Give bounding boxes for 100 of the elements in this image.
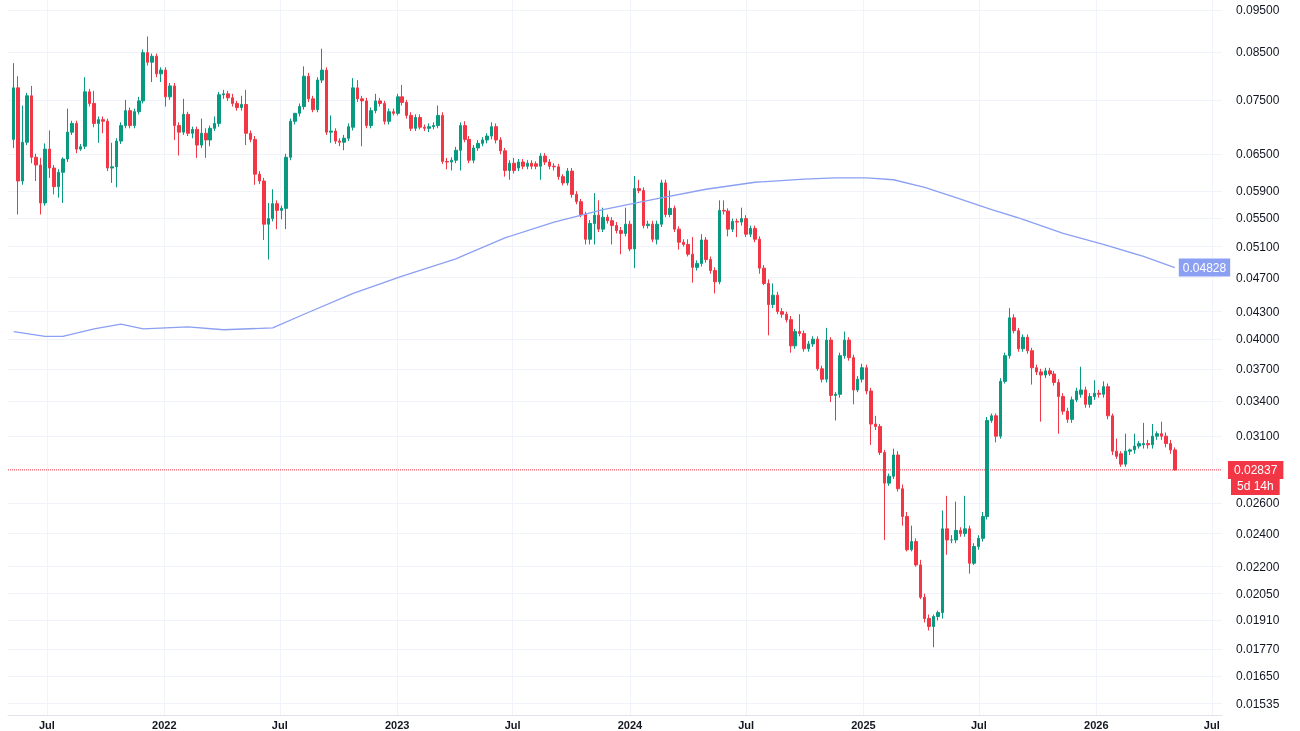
- candlestick: [150, 53, 154, 83]
- x-tick-label: 2022: [152, 718, 177, 731]
- candlestick: [1146, 439, 1150, 450]
- x-tick-label: Jul: [970, 718, 987, 731]
- candlestick: [566, 167, 569, 186]
- y-tick-label: 0.01910: [1236, 613, 1280, 628]
- y-tick-label: 0.01650: [1236, 669, 1280, 684]
- x-tick-label: Jul: [271, 718, 288, 731]
- text: 5d 14h: [1237, 478, 1274, 493]
- candlestick: [200, 118, 203, 149]
- candlestick: [1102, 380, 1105, 399]
- x-tick-label: 2024: [617, 718, 644, 731]
- candlestick: [12, 62, 15, 149]
- y-tick-label: 0.02200: [1236, 559, 1280, 574]
- candlestick: [646, 220, 650, 229]
- candlestick: [959, 526, 962, 538]
- candlestick: [275, 199, 279, 230]
- candlestick: [387, 108, 391, 125]
- candlestick: [910, 525, 913, 552]
- candlestick: [664, 179, 667, 218]
- candlestick: [159, 66, 163, 83]
- candlestick: [963, 495, 967, 538]
- candlestick: [789, 315, 793, 354]
- candlestick: [418, 113, 422, 130]
- y-tick-label: 0.08500: [1236, 45, 1280, 60]
- candlestick: [512, 157, 516, 175]
- candlestick: [168, 82, 172, 101]
- candlestick: [718, 199, 721, 285]
- candlestick: [994, 413, 998, 443]
- candlestick: [396, 93, 400, 116]
- candlestick: [1021, 333, 1025, 353]
- candlestick: [825, 327, 828, 383]
- candlestick: [829, 336, 833, 403]
- x-tick-label: Jul: [1203, 718, 1220, 731]
- candlestick: [668, 190, 672, 218]
- x-tick-label: Jul: [38, 718, 55, 731]
- candlestick: [811, 335, 815, 348]
- candlestick: [146, 35, 149, 66]
- y-tick-label: 0.03100: [1236, 429, 1280, 444]
- candlestick: [392, 108, 395, 116]
- y-tick-label: 0.04000: [1236, 332, 1280, 347]
- candlestick: [749, 225, 752, 238]
- candlestick: [740, 207, 743, 227]
- candlestick: [334, 127, 337, 145]
- candlestick: [325, 66, 328, 136]
- x-tick-label: Jul: [738, 718, 755, 731]
- candlestick: [539, 152, 542, 181]
- candlestick: [436, 104, 440, 129]
- y-tick-label: 0.04300: [1236, 304, 1280, 319]
- y-tick-label: 0.07500: [1236, 92, 1280, 107]
- y-tick-label: 0.01770: [1236, 642, 1280, 657]
- candlestick: [597, 199, 600, 233]
- candlestick: [427, 122, 431, 133]
- y-tick-label: 0.05100: [1236, 239, 1280, 254]
- candlestick: [155, 53, 158, 78]
- candlestick: [968, 525, 971, 575]
- candlestick: [182, 98, 185, 136]
- x-tick-label: 2023: [384, 718, 410, 731]
- candlestick: [92, 90, 96, 128]
- y-tick-label: 0.05900: [1236, 184, 1280, 199]
- candlestick: [610, 216, 614, 245]
- data-label: 0.04828: [1182, 260, 1227, 275]
- y-tick-label: 0.04700: [1236, 270, 1280, 285]
- candlestick: [534, 160, 538, 170]
- candlestick: [731, 218, 734, 233]
- candlestick: [735, 218, 739, 238]
- candlestick: [954, 501, 958, 544]
- candlestick: [191, 126, 194, 139]
- candlestick: [1084, 386, 1087, 409]
- candlestick: [945, 495, 949, 556]
- candlestick: [240, 95, 243, 112]
- y-tick-label: 0.02400: [1236, 526, 1280, 541]
- candlestick: [43, 142, 47, 207]
- candlestick: [628, 220, 632, 252]
- candlestick: [414, 113, 417, 132]
- candlestick: [633, 175, 636, 269]
- y-tick-label: 0.01535: [1236, 696, 1280, 711]
- candlestick: [110, 142, 114, 184]
- x-tick-label: 2026: [1084, 718, 1109, 731]
- candlestick: [1039, 368, 1043, 423]
- candlestick: [526, 159, 529, 170]
- candlestick: [793, 328, 797, 350]
- ref-line-label: 0.02837: [1234, 462, 1278, 477]
- candlestick: [128, 107, 132, 129]
- candlestick: [186, 111, 190, 137]
- candlestick: [217, 91, 221, 128]
- y-tick-label: 0.05500: [1236, 210, 1280, 225]
- y-tick-label: 0.02600: [1236, 496, 1280, 511]
- candlestick: [508, 159, 511, 181]
- candlestick: [619, 226, 623, 255]
- x-tick-label: Jul: [504, 718, 521, 731]
- candlestick: [83, 76, 87, 150]
- candlestick: [329, 114, 333, 144]
- candlestick: [1044, 367, 1047, 379]
- y-tick-label: 0.06500: [1236, 147, 1280, 162]
- x-tick-label: 2025: [851, 718, 876, 731]
- y-tick-label: 0.03700: [1236, 361, 1280, 376]
- candlestick: [1097, 389, 1101, 399]
- candlestick: [651, 220, 654, 243]
- y-tick-label: 0.02050: [1236, 586, 1280, 601]
